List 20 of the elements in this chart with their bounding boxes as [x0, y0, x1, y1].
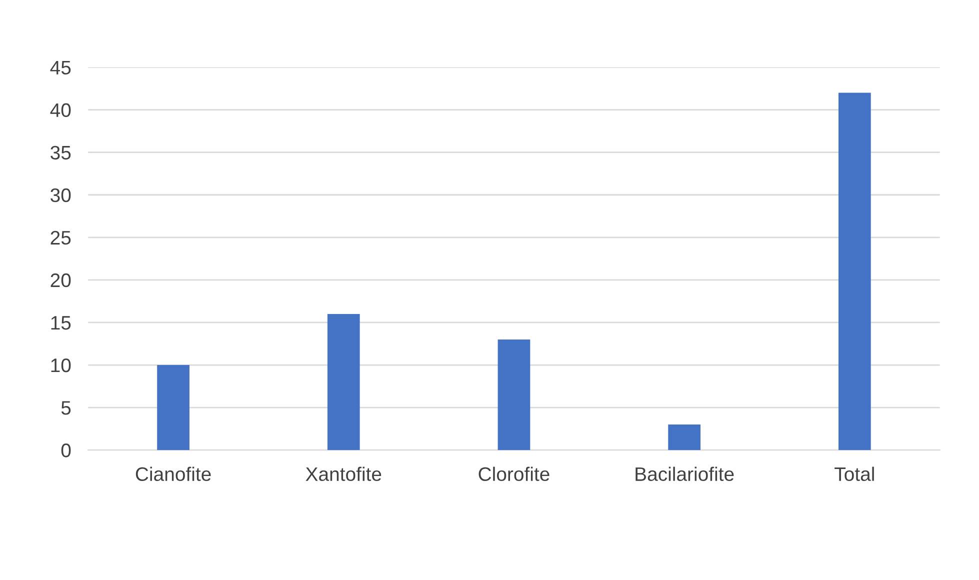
bar [668, 424, 701, 450]
y-tick-label: 0 [61, 444, 71, 458]
x-tick-label: Total [834, 466, 874, 482]
bar [327, 314, 360, 450]
y-tick-label: 10 [51, 358, 71, 372]
y-tick-label: 25 [50, 230, 71, 245]
bar [838, 92, 871, 450]
y-tick-label: 35 [50, 146, 71, 160]
x-tick-label: Clorofite [478, 466, 550, 482]
y-tick-label: 15 [51, 316, 71, 330]
y-tick-label: 30 [50, 188, 71, 202]
y-tick-label: 5 [61, 401, 71, 415]
x-tick-label: Bacilariofite [636, 466, 734, 482]
bar [157, 365, 190, 450]
y-tick-label: 45 [50, 60, 71, 75]
y-tick-label: 20 [50, 273, 71, 288]
y-tick-label: 40 [50, 103, 71, 118]
x-tick-label: Cianofite [136, 466, 211, 482]
x-tick-label: Xantofite [306, 466, 382, 482]
bar [498, 339, 530, 450]
